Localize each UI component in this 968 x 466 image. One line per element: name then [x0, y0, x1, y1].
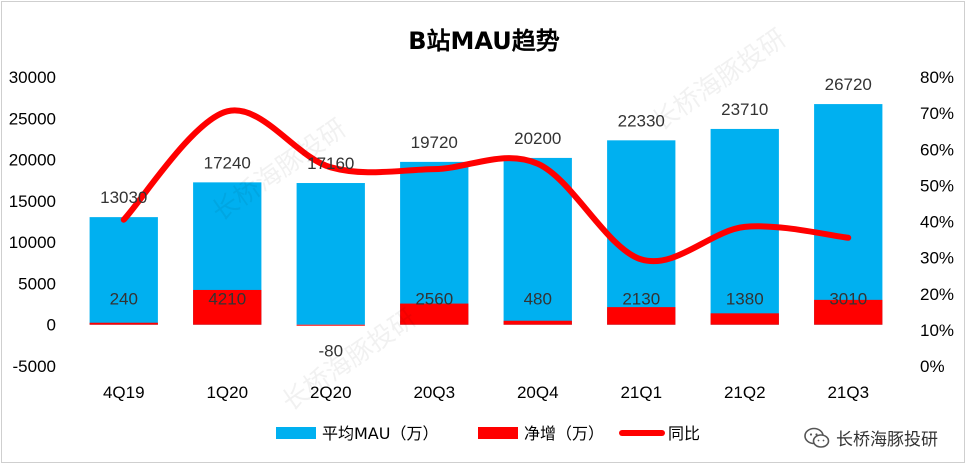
y-tick-label: 5000 [18, 274, 56, 293]
x-tick-label: 20Q4 [517, 383, 559, 402]
x-tick-label: 1Q20 [206, 383, 248, 402]
net-value-label: 4210 [208, 290, 246, 309]
mau-value-label: 20200 [514, 129, 561, 148]
y2-tick-label: 30% [920, 249, 954, 268]
mau-bar [89, 217, 158, 325]
y-tick-label: 20000 [9, 151, 56, 170]
mau-value-label: 23710 [721, 100, 768, 119]
y2-tick-label: 0% [920, 357, 945, 376]
net-bar [89, 322, 158, 325]
x-tick-label: 21Q2 [724, 383, 766, 402]
legend-label-net: 净增（万） [524, 424, 604, 443]
net-bar [814, 299, 883, 325]
net-value-label: 1380 [726, 290, 764, 309]
chart-title: B站MAU趋势 [408, 27, 560, 55]
y2-tick-label: 10% [920, 321, 954, 340]
legend-swatch-mau [276, 427, 316, 439]
y-tick-label: 0 [47, 316, 56, 335]
mau-value-label: 19720 [411, 133, 458, 152]
axes: -5000 0 5000 10000 15000 20000 25000 30000 0% 10%… [9, 68, 954, 402]
yoy-line [120, 107, 852, 265]
yoy-line-path [120, 107, 852, 265]
mau-bar [296, 183, 365, 325]
net-value-label: 2560 [415, 290, 453, 309]
net-value-label: 240 [110, 290, 138, 309]
net-bar [193, 289, 262, 325]
legend-label-mau: 平均MAU（万） [322, 424, 438, 443]
legend-label-yoy: 同比 [668, 424, 700, 443]
mau-value-label: 26720 [825, 75, 872, 94]
net-bars [89, 289, 883, 326]
mau-value-label: 17240 [204, 153, 251, 172]
x-tick-label: 4Q19 [103, 383, 145, 402]
y2-tick-label: 20% [920, 285, 954, 304]
net-bar [296, 324, 365, 326]
net-bar [400, 303, 469, 325]
x-tick-label: 21Q1 [620, 383, 662, 402]
mau-bar [503, 157, 572, 325]
watermark: 长桥海豚投研 [804, 425, 938, 450]
x-tick-label: 2Q20 [310, 383, 352, 402]
x-tick-label: 20Q3 [413, 383, 455, 402]
mau-value-label: 22330 [618, 111, 665, 130]
net-value-label: 3010 [829, 290, 867, 309]
mau-bar [607, 140, 676, 325]
mau-bar [400, 161, 469, 325]
net-bar [607, 307, 676, 325]
net-value-label: 480 [524, 290, 552, 309]
y-tick-label: 15000 [9, 192, 56, 211]
y2-tick-label: 60% [920, 140, 954, 159]
net-bar [503, 320, 572, 325]
y-tick-label: -5000 [13, 357, 56, 376]
mau-bars [89, 104, 883, 325]
y2-tick-label: 70% [920, 104, 954, 123]
legend: 平均MAU（万） 净增（万） 同比 [276, 424, 700, 443]
y-tick-label: 30000 [9, 68, 56, 87]
x-tick-label: 21Q3 [827, 383, 869, 402]
net-value-label: -80 [318, 342, 343, 361]
y2-tick-label: 50% [920, 176, 954, 195]
mau-value-label: 17160 [307, 154, 354, 173]
net-bar [710, 313, 779, 325]
legend-swatch-net [478, 427, 518, 439]
net-value-label: 2130 [622, 290, 660, 309]
wechat-icon [804, 427, 830, 448]
y-tick-label: 25000 [9, 109, 56, 128]
watermark-text: 长桥海豚投研 [836, 430, 938, 450]
value-labels: 13030 17240 17160 19720 20200 22330 23710 26720… [100, 75, 872, 361]
y-tick-label: 10000 [9, 233, 56, 252]
mau-bar [814, 104, 883, 325]
mau-value-label: 13030 [100, 188, 147, 207]
y2-tick-label: 40% [920, 213, 954, 232]
y2-tick-label: 80% [920, 68, 954, 87]
